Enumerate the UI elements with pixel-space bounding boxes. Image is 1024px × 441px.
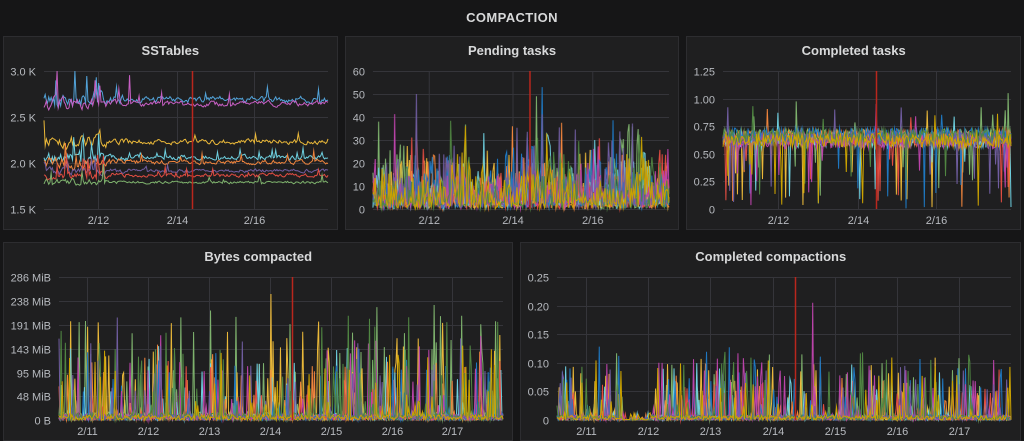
panel-completed-compactions: Completed compactions xyxy=(520,242,1021,441)
completed-tasks-plot-area xyxy=(687,64,1021,229)
completed-compactions-plot-area xyxy=(521,270,1020,440)
panel-pending-tasks: Pending tasks xyxy=(344,36,680,230)
bytes-compacted-chart[interactable] xyxy=(4,270,513,440)
row-title-compaction[interactable]: COMPACTION xyxy=(466,10,558,25)
panel-title-completed-tasks[interactable]: Completed tasks xyxy=(801,43,906,58)
bytes-compacted-plot-area xyxy=(4,270,513,440)
panel-bytes-compacted: Bytes compacted xyxy=(3,242,514,441)
panel-row-top: SSTables Pending tasks Completed tasks xyxy=(3,36,1022,230)
pending-tasks-chart[interactable] xyxy=(345,64,679,229)
panel-row-bottom: Bytes compacted Completed compactions xyxy=(3,242,1021,441)
panel-title-completed-compactions[interactable]: Completed compactions xyxy=(695,249,847,264)
completed-compactions-chart[interactable] xyxy=(521,270,1020,440)
panel-sstables: SSTables xyxy=(3,36,338,230)
panel-title-pending-tasks[interactable]: Pending tasks xyxy=(467,43,557,58)
pending-tasks-plot-area xyxy=(345,64,679,229)
panel-title-sstables[interactable]: SSTables xyxy=(141,43,200,58)
completed-tasks-chart[interactable] xyxy=(687,64,1021,229)
panel-title-bytes-compacted[interactable]: Bytes compacted xyxy=(204,249,313,264)
sstables-plot-area xyxy=(4,64,337,229)
sstables-chart[interactable] xyxy=(4,64,337,229)
panel-completed-tasks: Completed tasks xyxy=(686,36,1022,230)
